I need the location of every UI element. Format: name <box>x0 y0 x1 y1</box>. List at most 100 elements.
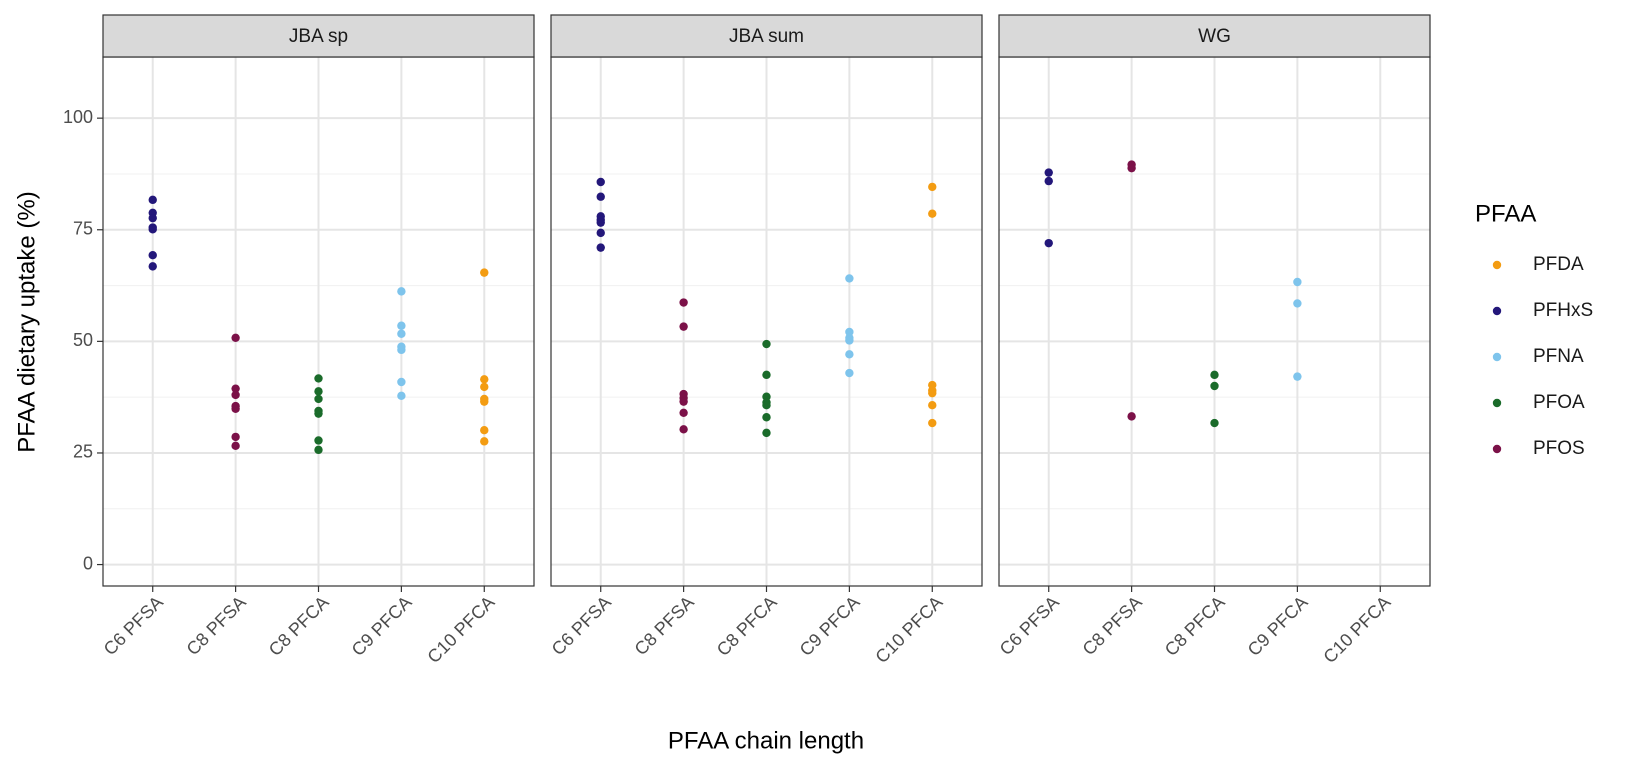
point <box>762 413 771 422</box>
point <box>845 336 854 345</box>
point <box>1293 372 1302 381</box>
point <box>928 182 937 192</box>
strip-label: WG <box>1198 26 1231 47</box>
point <box>148 195 157 205</box>
y-tick-label: 0 <box>83 553 93 573</box>
point <box>1293 277 1302 287</box>
point <box>397 377 406 387</box>
point <box>596 177 605 187</box>
point <box>148 251 157 260</box>
point <box>314 409 323 418</box>
point <box>148 213 157 223</box>
legend-key <box>1492 398 1502 408</box>
y-tick-label: 75 <box>73 219 93 239</box>
point <box>397 345 406 355</box>
point <box>231 432 240 442</box>
point <box>679 408 688 417</box>
point <box>928 418 937 428</box>
point <box>1210 418 1219 428</box>
x-tick-label: C6 PFSA <box>548 592 615 659</box>
legend-key <box>1492 260 1502 270</box>
y-tick-label: 25 <box>73 442 93 462</box>
strip-label: JBA sum <box>729 26 804 47</box>
x-tick-label: C8 PFCA <box>713 592 781 660</box>
point <box>1210 370 1219 380</box>
legend-label: PFDA <box>1533 254 1584 275</box>
point <box>596 228 605 238</box>
y-axis-title: PFAA dietary uptake (%) <box>13 191 40 452</box>
x-tick-label: C10 PFCA <box>423 592 498 667</box>
x-tick-label: C6 PFSA <box>996 592 1063 659</box>
point <box>1293 299 1302 308</box>
point <box>314 394 323 404</box>
point <box>845 327 854 337</box>
point <box>679 425 688 434</box>
point <box>397 329 406 338</box>
point <box>480 268 489 277</box>
point <box>480 382 489 392</box>
point <box>762 339 771 349</box>
point <box>397 321 406 330</box>
point <box>397 391 406 401</box>
strip <box>550 14 983 58</box>
point <box>231 404 240 413</box>
strip-label: JBA sp <box>289 26 348 47</box>
x-tick-label: C10 PFCA <box>1319 592 1394 667</box>
y-tick-label: 100 <box>63 107 93 127</box>
point <box>231 384 240 393</box>
point <box>928 209 937 218</box>
x-tick-label: C9 PFCA <box>348 592 416 660</box>
x-axis-title: PFAA chain length <box>668 727 864 754</box>
point <box>845 368 854 378</box>
point <box>314 387 323 396</box>
point <box>231 441 240 451</box>
point <box>231 333 240 342</box>
legend-title: PFAA <box>1475 200 1536 227</box>
point <box>679 322 688 331</box>
point <box>762 370 771 380</box>
point <box>596 218 605 227</box>
x-tick-label: C8 PFSA <box>631 592 698 659</box>
point <box>928 388 937 398</box>
point <box>314 374 323 383</box>
strip <box>102 14 535 58</box>
point <box>1044 168 1053 177</box>
point <box>679 298 688 307</box>
y-tick-label: 50 <box>73 330 93 350</box>
legend-label: PFOA <box>1533 392 1585 413</box>
point <box>480 426 489 435</box>
point <box>1127 412 1136 421</box>
strip <box>998 14 1431 58</box>
point <box>1044 238 1053 248</box>
point <box>762 428 771 438</box>
point <box>845 350 854 359</box>
point <box>480 437 489 446</box>
point <box>1127 163 1136 173</box>
legend-label: PFOS <box>1533 438 1585 459</box>
point <box>1210 381 1219 391</box>
point <box>231 390 240 400</box>
point <box>928 401 937 410</box>
point <box>762 401 771 410</box>
legend-key <box>1492 444 1502 454</box>
legend-key <box>1492 352 1502 362</box>
x-tick-label: C8 PFSA <box>183 592 250 659</box>
point <box>762 392 771 401</box>
point <box>845 274 854 283</box>
x-tick-label: C9 PFCA <box>796 592 864 660</box>
point <box>596 192 605 201</box>
x-tick-label: C8 PFSA <box>1079 592 1146 659</box>
point <box>148 225 157 234</box>
x-tick-label: C6 PFSA <box>100 592 167 659</box>
point <box>480 397 489 406</box>
point <box>596 243 605 252</box>
x-tick-label: C9 PFCA <box>1244 592 1312 660</box>
point <box>397 287 406 296</box>
point <box>679 397 688 406</box>
x-tick-label: C8 PFCA <box>1161 592 1229 660</box>
point <box>314 445 323 455</box>
x-tick-label: C8 PFCA <box>265 592 333 660</box>
point <box>480 375 489 384</box>
point <box>148 262 157 271</box>
